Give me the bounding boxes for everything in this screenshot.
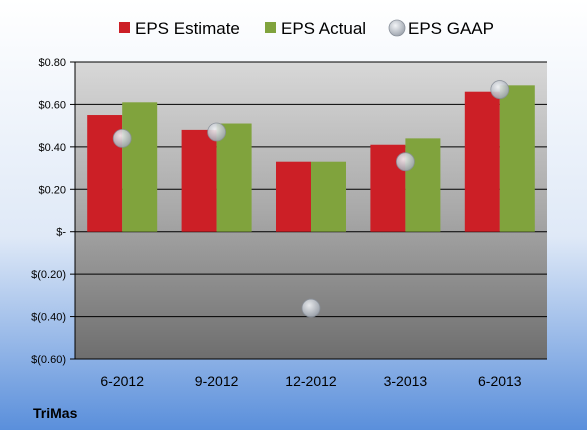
x-tick-label: 6-2013 (478, 373, 522, 389)
y-tick-label: $(0.40) (31, 312, 66, 324)
bar-actual (122, 102, 158, 232)
y-tick-label: $0.60 (38, 99, 66, 111)
legend-swatch (119, 22, 130, 33)
bar-actual (499, 85, 535, 232)
x-tick-label: 3-2013 (384, 373, 428, 389)
gaap-marker (395, 152, 415, 172)
bar-estimate (181, 129, 217, 232)
gaap-marker (207, 122, 227, 142)
bar-actual (311, 161, 346, 232)
bar-actual (405, 138, 441, 232)
x-tick-label: 6-2012 (100, 373, 144, 389)
gaap-marker (112, 128, 132, 148)
y-tick-label: $(0.60) (31, 354, 66, 366)
x-tick-label: 12-2012 (285, 373, 337, 389)
legend-item: EPS Actual (265, 19, 366, 38)
x-tick-label: 9-2012 (195, 373, 239, 389)
legend-item: EPS GAAP (388, 19, 494, 38)
legend: EPS Estimate EPS Actual EPS GAAP (119, 19, 494, 38)
gaap-marker (490, 80, 510, 99)
legend-label: EPS Estimate (135, 19, 240, 38)
company-label: TriMas (33, 405, 78, 421)
legend-label: EPS Actual (281, 19, 366, 38)
bars (87, 85, 535, 232)
bar-estimate (464, 91, 500, 232)
legend-swatch (265, 22, 276, 33)
legend-swatch (388, 19, 406, 37)
bar-estimate (276, 161, 311, 232)
legend-item: EPS Estimate (119, 19, 240, 38)
legend-label: EPS GAAP (408, 19, 494, 38)
y-tick-label: $(0.20) (31, 269, 66, 281)
y-tick-label: $0.40 (38, 142, 66, 154)
y-tick-label: $- (56, 227, 66, 239)
y-axis: $0.80 $0.60 $0.40 $0.20 $- $(0.20) $(0.40) $(0.… (31, 57, 76, 366)
bar-actual (216, 123, 252, 232)
gaap-markers (112, 80, 510, 318)
y-tick-label: $0.20 (38, 184, 66, 196)
y-tick-label: $0.80 (38, 57, 66, 69)
gaap-marker (301, 298, 321, 318)
x-axis: 6-2012 9-2012 12-2012 3-2013 6-2013 (100, 373, 521, 389)
